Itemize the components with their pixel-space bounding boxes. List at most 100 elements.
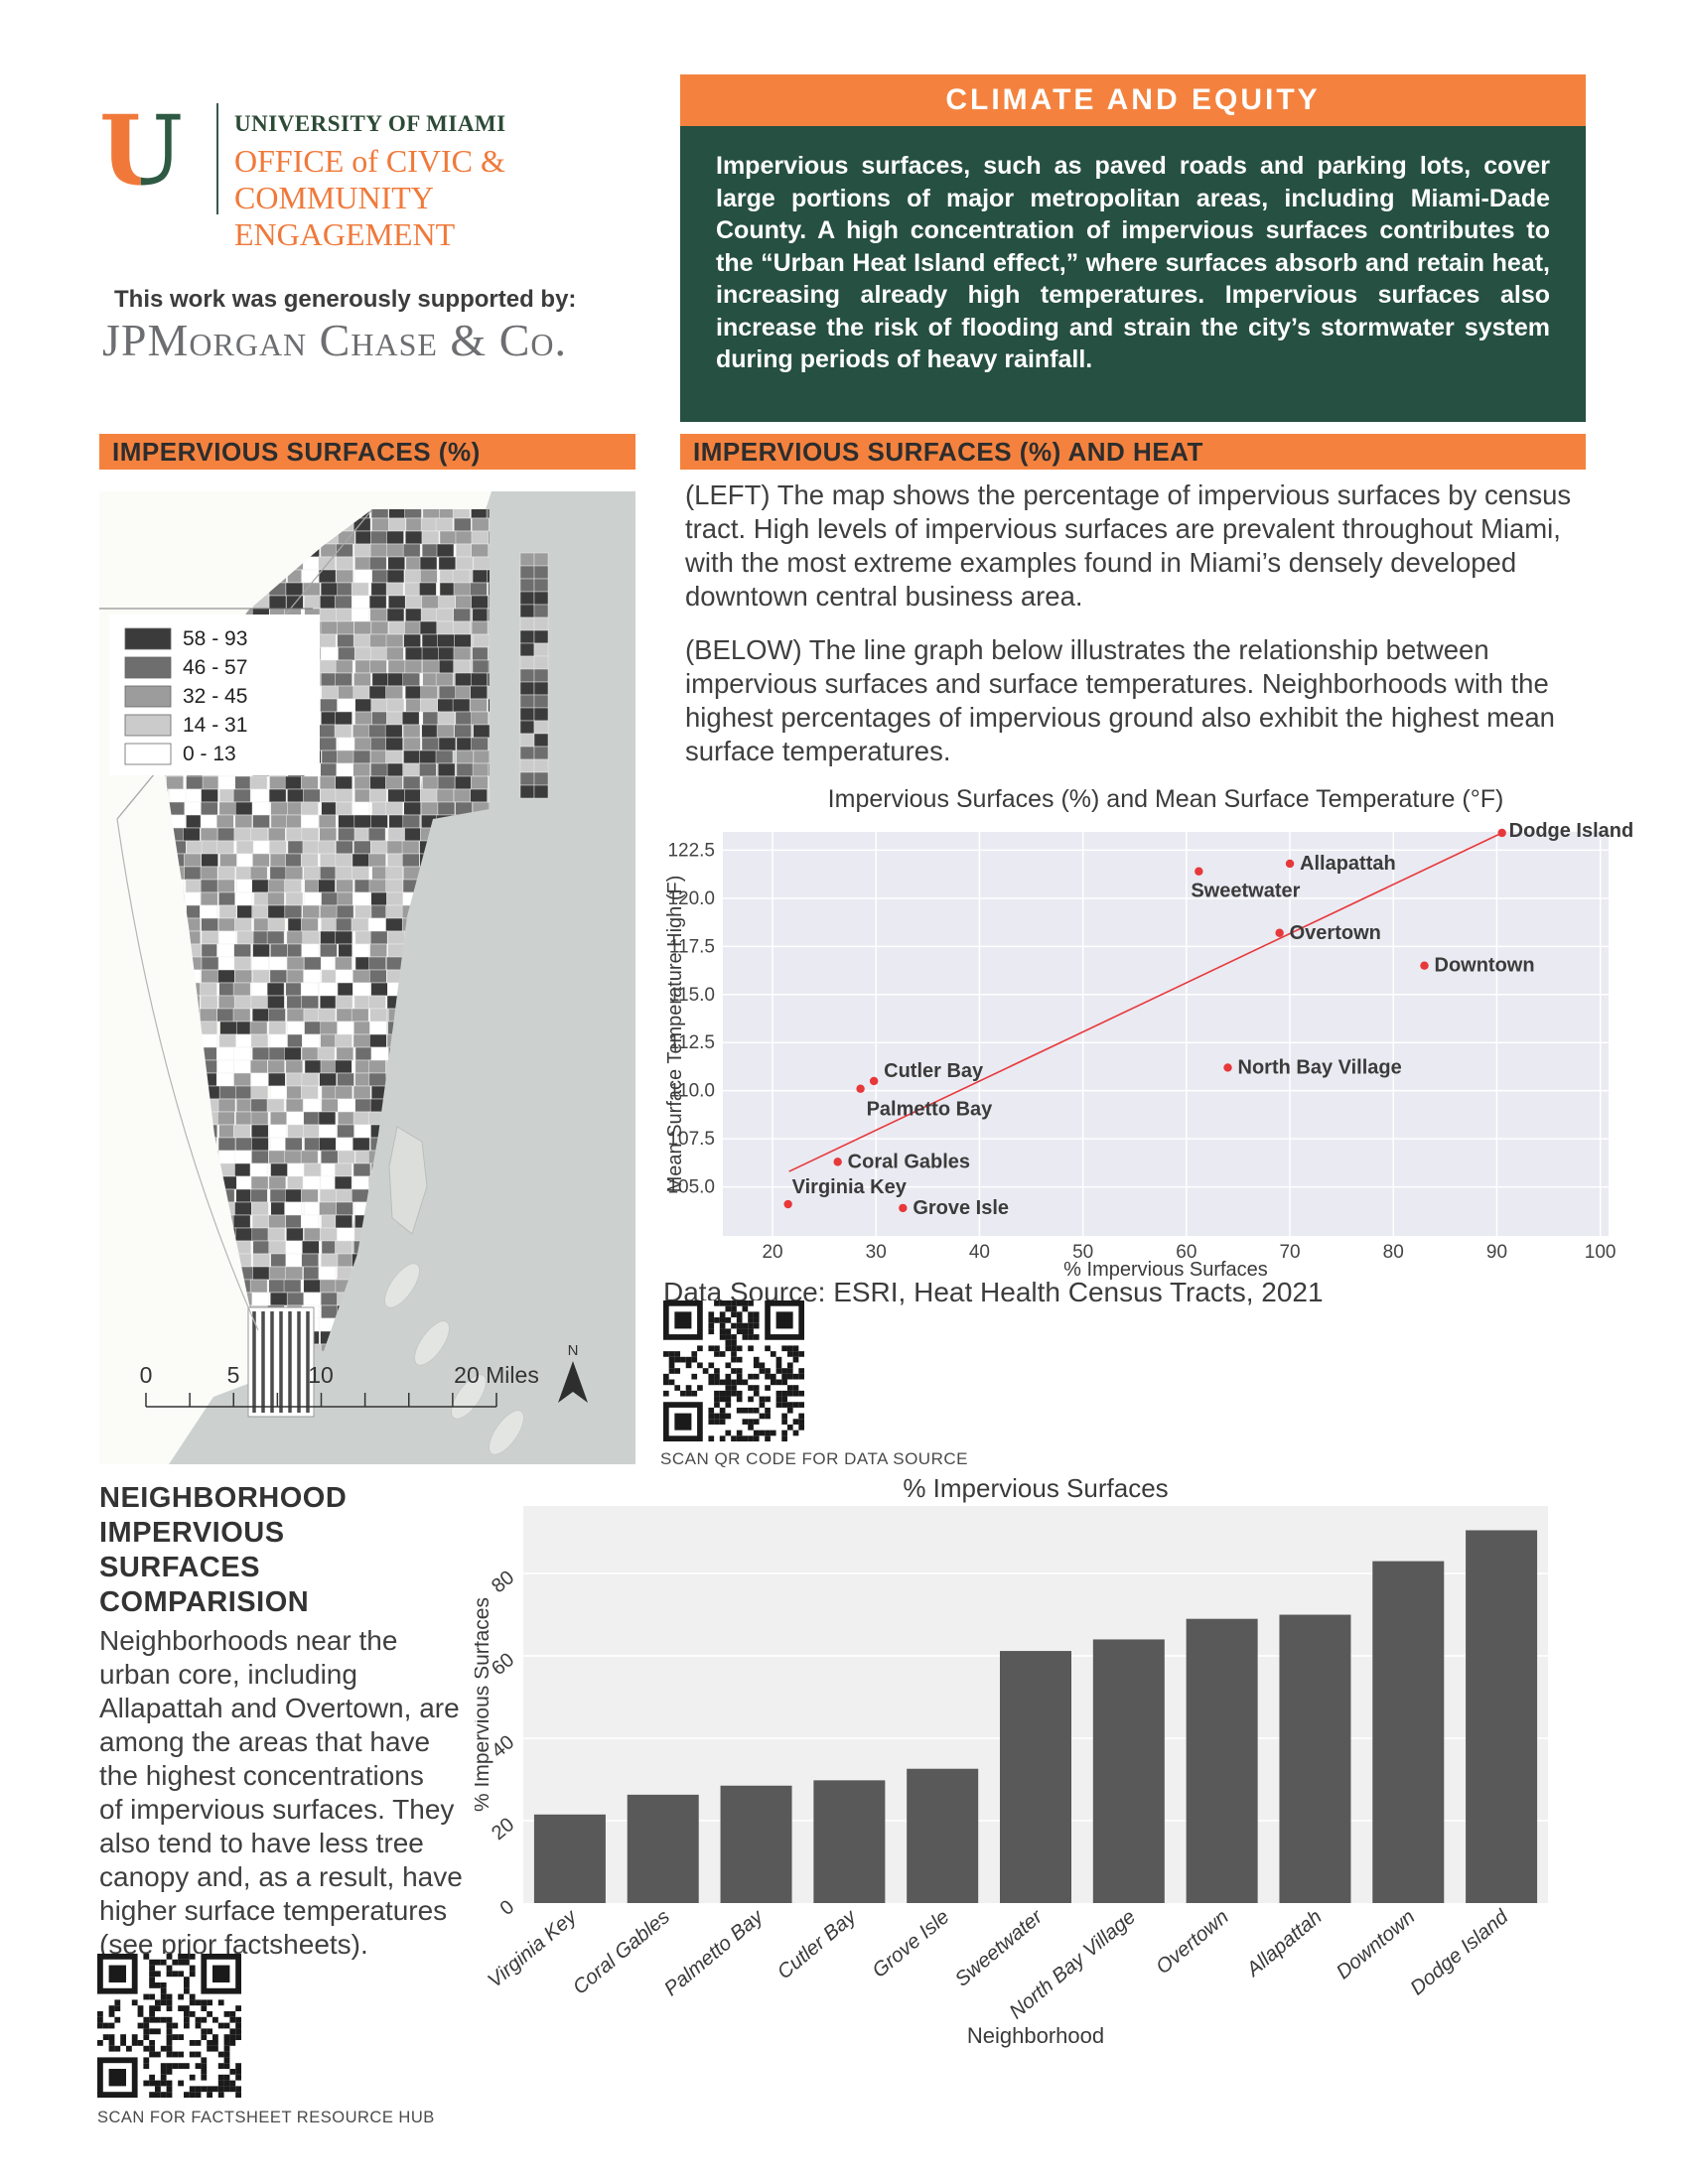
- qr-module: [691, 1373, 698, 1380]
- qr-module: [748, 1373, 754, 1380]
- census-tract-cell: [452, 569, 471, 584]
- bar: [907, 1768, 979, 1903]
- census-tract-cell: [270, 1085, 288, 1100]
- census-tract-cell: [269, 956, 287, 971]
- census-tract-cell: [318, 814, 337, 829]
- census-tract-cell: [301, 1072, 320, 1087]
- scatter-point: [783, 1199, 792, 1209]
- qr-module: [708, 1362, 715, 1369]
- qr-module: [725, 1373, 732, 1380]
- census-tract-cell: [285, 853, 303, 868]
- census-tract-cell: [201, 917, 218, 932]
- census-tract-cell: [270, 1253, 288, 1268]
- qr-module: [674, 1385, 681, 1391]
- qr-module: [160, 2045, 167, 2052]
- bar: [1372, 1561, 1445, 1903]
- qr-module: [149, 1982, 155, 1988]
- trend-line: [788, 832, 1503, 1172]
- census-tract-cell: [519, 746, 535, 760]
- census-tract-cell: [334, 595, 352, 610]
- census-tract-cell: [200, 982, 217, 997]
- census-tract-cell: [233, 1072, 251, 1087]
- census-tract-cell: [385, 917, 403, 932]
- qr-module: [748, 1424, 754, 1431]
- census-tract-cell: [304, 1201, 323, 1216]
- qr-module: [229, 2080, 236, 2087]
- census-tract-cell: [352, 1175, 370, 1190]
- census-tract-cell: [437, 762, 456, 777]
- census-tract-cell: [473, 750, 490, 764]
- census-tract-cell: [286, 1072, 304, 1087]
- census-tract-cell: [183, 827, 201, 842]
- census-tract-cell: [250, 1059, 268, 1074]
- qr-module: [229, 2016, 236, 2023]
- census-tract-cell: [284, 904, 303, 919]
- scatter-point: [869, 1076, 879, 1086]
- qr-module: [663, 1373, 669, 1380]
- census-tract-cell: [284, 1046, 302, 1061]
- census-tract-cell: [338, 827, 355, 842]
- census-tract-cell: [251, 1008, 270, 1023]
- census-tract-cell: [354, 711, 372, 726]
- qr-module: [798, 1419, 804, 1425]
- qr-module: [685, 1385, 692, 1391]
- census-tract-cell: [437, 633, 455, 648]
- qr-module: [172, 2063, 179, 2069]
- qr-module: [143, 2080, 150, 2087]
- bar: [533, 1814, 606, 1903]
- census-tract-cell: [352, 1111, 371, 1126]
- scatter-title: Impervious Surfaces (%) and Mean Surface…: [828, 785, 1504, 813]
- census-tract-cell: [235, 1033, 253, 1048]
- bar: [720, 1785, 792, 1903]
- census-tract-cell: [471, 543, 489, 558]
- census-tract-cell: [370, 1046, 389, 1061]
- x-tick-label: 80: [1383, 1242, 1404, 1263]
- qr-module: [775, 1362, 782, 1369]
- qr-module: [178, 1971, 184, 1978]
- qr-module: [725, 1385, 732, 1391]
- census-tract-cell: [351, 1008, 369, 1023]
- qr-module: [155, 2005, 161, 2011]
- qr-module: [207, 1999, 212, 2006]
- qr-module: [160, 2080, 167, 2087]
- census-tract-cell: [470, 582, 488, 597]
- scatter-point-label: Allapattah: [1300, 853, 1396, 875]
- census-tract-cell: [387, 827, 406, 842]
- scatter-point: [1195, 867, 1203, 876]
- paragraph-left: (LEFT) The map shows the percentage of i…: [685, 479, 1572, 612]
- qr-module: [229, 2086, 236, 2093]
- census-tract-cell: [217, 1137, 236, 1152]
- qr-module: [97, 2016, 103, 2023]
- bar: [627, 1794, 699, 1903]
- x-tick-label: 70: [1279, 1242, 1300, 1263]
- map-section-header: IMPERVIOUS SURFACES (%): [99, 434, 635, 470]
- census-tract-cell: [369, 930, 388, 945]
- census-tract-cell: [385, 737, 403, 751]
- qr-module: [770, 1430, 776, 1436]
- census-tract-cell: [422, 775, 440, 790]
- qr-module: [719, 1317, 726, 1323]
- census-tract-cell: [319, 659, 338, 674]
- qr-module: [742, 1334, 749, 1340]
- census-tract-cell: [533, 591, 549, 606]
- census-tract-cell: [268, 1008, 286, 1023]
- census-tract-cell: [354, 904, 372, 919]
- census-tract-cell: [284, 775, 303, 790]
- census-tract-cell: [249, 775, 268, 790]
- census-tract-cell: [334, 724, 352, 739]
- qr-module: [731, 1435, 737, 1441]
- census-tract-cell: [533, 616, 549, 631]
- census-tract-cell: [166, 775, 184, 790]
- map-key-island: [384, 1263, 420, 1308]
- census-tract-cell: [303, 1111, 322, 1126]
- census-tract-cell: [419, 556, 438, 571]
- y-tick-label: 107.5: [667, 1129, 715, 1150]
- census-tract-cell: [437, 801, 456, 816]
- census-tract-cell: [352, 595, 370, 610]
- qr-module: [212, 2034, 218, 2040]
- qr-module: [708, 1373, 715, 1380]
- census-tract-cell: [335, 1162, 352, 1177]
- comparison-body-line: Neighborhoods near the: [99, 1625, 398, 1656]
- qr-module: [166, 2045, 173, 2052]
- qr-module: [229, 2028, 236, 2035]
